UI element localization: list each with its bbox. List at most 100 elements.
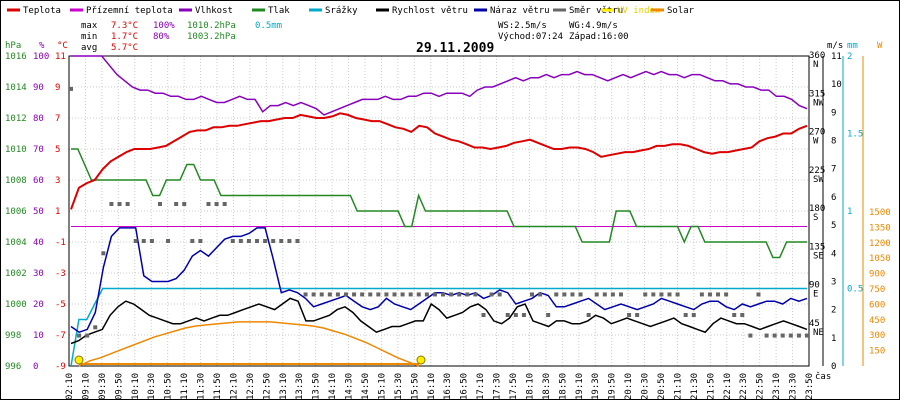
ms-tick: 8: [831, 137, 836, 147]
w-tick: 1200: [869, 239, 891, 249]
wind-dir-point: [578, 292, 583, 297]
mm-tick: 0.5: [847, 285, 863, 295]
wind-dir-point: [610, 292, 615, 297]
x-tick: 15:10: [377, 373, 387, 400]
wind-dir-point: [319, 292, 324, 297]
x-tick: 23:50: [805, 373, 815, 400]
axis-w-unit: W: [877, 41, 883, 51]
wind-dir-point: [780, 333, 785, 338]
chart-title: 29.11.2009: [416, 41, 494, 56]
wind-dir-point: [618, 292, 623, 297]
legend-label-7: Směr větru: [569, 6, 623, 16]
wind-dir-point: [586, 313, 591, 317]
series-pressure: [71, 148, 807, 259]
wind-dir-point: [594, 292, 599, 297]
stat-max-press: 1010.2hPa: [187, 21, 236, 31]
x-tick: 18:50: [558, 373, 568, 400]
wind-dir-point: [732, 313, 737, 317]
wind-dir-point: [651, 292, 656, 297]
wind-dir-point: [796, 333, 801, 338]
wind-dir-point: [473, 292, 478, 297]
legend-label-0: Teplota: [23, 6, 61, 16]
x-tick: 16:50: [460, 373, 470, 400]
wind-dir-point: [335, 292, 340, 297]
x-tick: 15:50: [410, 373, 420, 400]
degc-tick: 3: [55, 176, 60, 186]
wind-dir-point: [748, 333, 753, 338]
wind-dir-point: [449, 292, 454, 297]
wind-dir-point: [659, 292, 664, 297]
wind-speed-info: WS:2.5m/s: [498, 21, 547, 31]
dir-tick-name: NE: [813, 328, 824, 338]
wind-dir-point: [643, 292, 648, 297]
x-tick: 09:50: [114, 373, 124, 400]
wind-dir-point: [343, 292, 348, 297]
wind-dir-point: [352, 292, 357, 297]
stats-block: max 7.3°C 100% 1010.2hPa 0.5mm min 1.7°C…: [81, 21, 282, 53]
wind-dir-point: [263, 239, 268, 243]
legend-label-8: UV index: [617, 6, 661, 16]
dir-tick-deg: 360: [809, 51, 825, 61]
wind-dir-point: [788, 333, 793, 338]
legend-label-4: Srážky: [325, 6, 358, 16]
pct-tick: 10: [33, 331, 44, 341]
degc-tick: -9: [55, 362, 66, 372]
wind-dir-point: [182, 202, 187, 206]
wind-dir-point: [327, 292, 332, 297]
x-tick: 14:30: [345, 373, 355, 400]
pct-tick: 60: [33, 176, 44, 186]
mm-tick: 2: [847, 52, 852, 62]
wind-dir-point: [465, 292, 470, 297]
wind-dir-point: [230, 239, 235, 243]
stat-avg-temp: 5.7°C: [111, 43, 138, 53]
w-tick: 150: [869, 347, 885, 357]
wind-dir-point: [667, 292, 672, 297]
wind-dir-point: [279, 239, 284, 243]
wind-dir-point: [311, 292, 316, 297]
hpa-tick: 1008: [5, 176, 27, 186]
wind-dir-point: [756, 292, 761, 297]
x-tick: 11:30: [197, 373, 207, 400]
wind-dir-point: [133, 239, 138, 243]
ms-tick: 2: [831, 306, 836, 316]
wind-dir-point: [602, 292, 607, 297]
wind-dir-point: [400, 292, 405, 297]
wind-dir-point: [513, 313, 518, 317]
legend-label-3: Tlak: [268, 6, 290, 16]
wind-dir-point: [416, 292, 421, 297]
dir-tick-name: NW: [813, 98, 824, 108]
stat-min-hum: 80%: [153, 32, 170, 42]
wind-dir-point: [805, 333, 809, 338]
degc-tick: 11: [55, 52, 66, 62]
sunset-info: Západ:16:00: [569, 32, 629, 42]
degc-tick: 7: [55, 114, 60, 124]
x-tick: 14:10: [328, 373, 338, 400]
x-tick: 13:30: [295, 373, 305, 400]
x-tick: 19:10: [575, 373, 585, 400]
w-tick: 750: [869, 285, 885, 295]
sunset-marker: [416, 355, 426, 365]
wind-dir-point: [489, 292, 494, 297]
wind-gust-info: WG:4.9m/s: [569, 21, 618, 31]
x-tick: 21:50: [706, 373, 716, 400]
wind-dir-point: [166, 239, 171, 243]
plot-series: [69, 55, 809, 367]
wind-info: WS:2.5m/s WG:4.9m/s Východ:07:24 Západ:1…: [498, 21, 629, 42]
hpa-tick: 1000: [5, 300, 27, 310]
x-tick: 20:50: [657, 373, 667, 400]
dir-tick-deg: 225: [809, 166, 825, 176]
degc-tick: -1: [55, 238, 66, 248]
degc-tick: -5: [55, 300, 66, 310]
stat-avg-label: avg: [81, 43, 97, 53]
wind-dir-point: [497, 292, 502, 297]
wind-dir-point: [77, 333, 82, 338]
stat-min-label: min: [81, 32, 97, 42]
x-tick: 23:30: [789, 373, 799, 400]
dir-tick-name: SW: [813, 175, 824, 185]
pct-tick: 70: [33, 145, 44, 155]
wind-dir-point: [368, 292, 373, 297]
wind-dir-point: [141, 239, 146, 243]
x-tick: 14:50: [361, 373, 371, 400]
mm-tick: 1.5: [847, 130, 863, 140]
wind-dir-point: [635, 313, 640, 317]
